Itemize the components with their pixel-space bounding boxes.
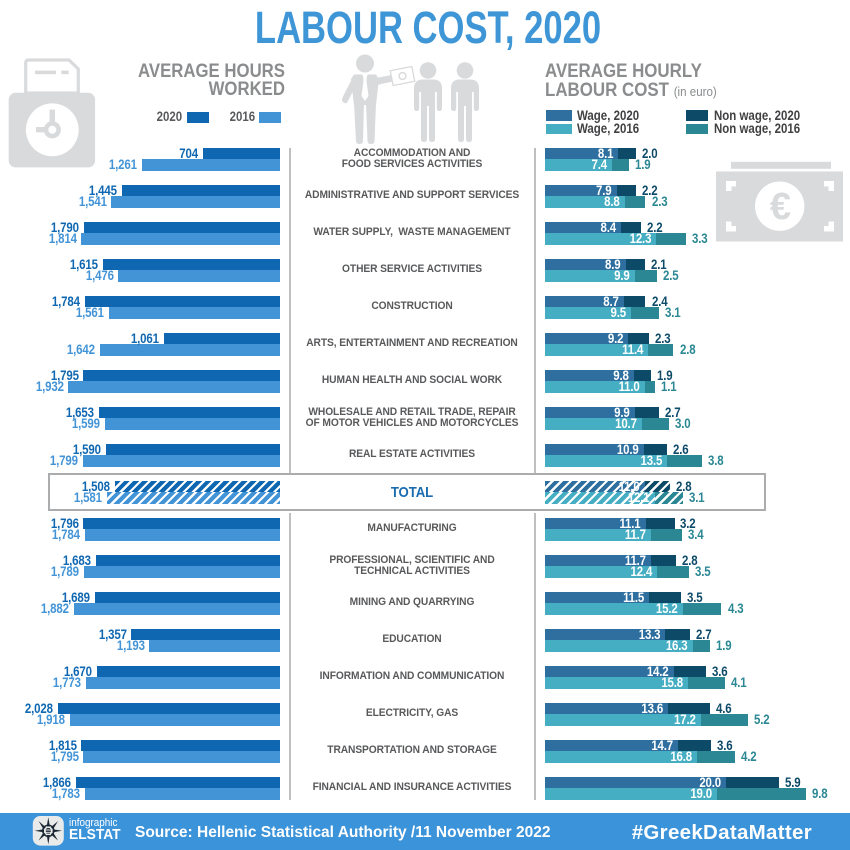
svg-text:€: € xyxy=(770,186,791,228)
